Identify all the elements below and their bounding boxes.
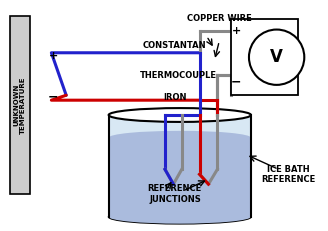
Text: IRON: IRON [163, 93, 187, 102]
Ellipse shape [109, 131, 251, 145]
Text: +: + [49, 51, 58, 61]
Ellipse shape [109, 210, 251, 224]
Ellipse shape [109, 210, 251, 224]
Bar [231, 19, 298, 95]
Text: +: + [232, 26, 241, 36]
Circle shape [249, 30, 304, 85]
Ellipse shape [109, 108, 251, 122]
Text: −: − [48, 91, 59, 104]
Text: ICE BATH
REFERENCE: ICE BATH REFERENCE [261, 164, 316, 184]
Bar [10, 16, 30, 194]
Text: V: V [270, 48, 283, 66]
Text: THERMOCOUPLE: THERMOCOUPLE [140, 71, 217, 80]
Bar [109, 138, 251, 217]
Bar [109, 115, 251, 217]
Text: COPPER WIRE: COPPER WIRE [187, 14, 252, 23]
Text: REFERENCE
JUNCTIONS: REFERENCE JUNCTIONS [148, 184, 202, 204]
Text: CONSTANTAN: CONSTANTAN [143, 41, 207, 50]
Text: −: − [231, 76, 241, 89]
Text: UNKNOWN
TEMPERATURE: UNKNOWN TEMPERATURE [13, 76, 26, 134]
